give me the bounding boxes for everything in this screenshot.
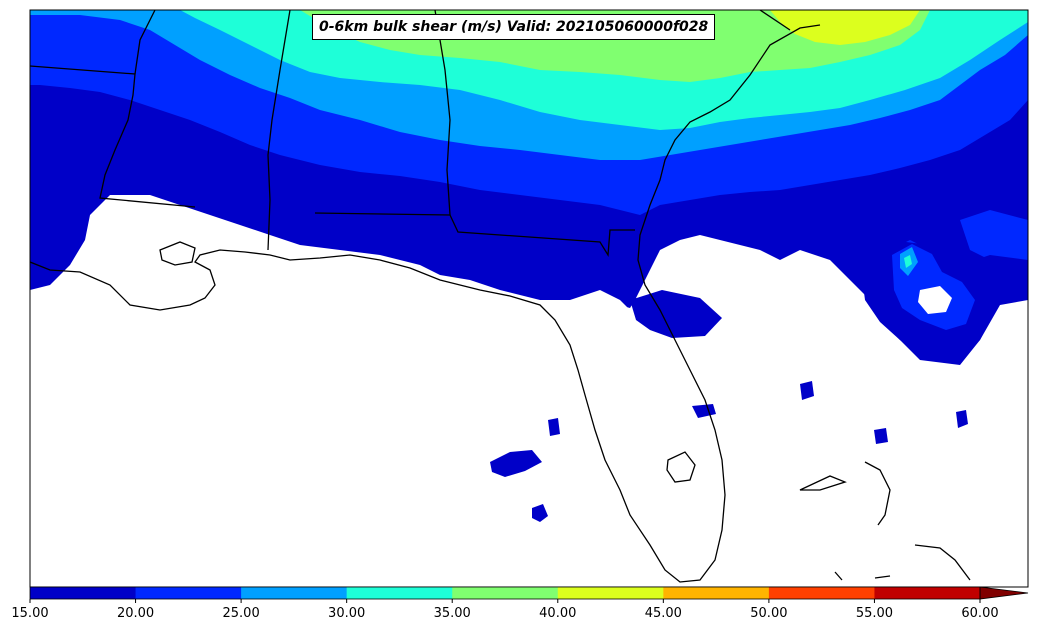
colorbar-tick-label: 50.00 xyxy=(750,606,788,621)
colorbar-tick-label: 25.00 xyxy=(222,606,260,621)
colorbar-tick-label: 55.00 xyxy=(855,606,894,621)
low-shear-hole xyxy=(918,286,952,314)
shear-patch-15-20 xyxy=(490,450,542,477)
coastline xyxy=(30,24,821,583)
shear-patch-15-20 xyxy=(800,381,814,400)
shear-patch-15-20 xyxy=(548,418,560,436)
colorbar-segment xyxy=(30,587,137,599)
colorbar xyxy=(29,586,1029,603)
state-boundary xyxy=(30,65,196,208)
boundaries xyxy=(30,10,971,583)
colorbar-tick-label: 30.00 xyxy=(328,606,366,621)
colorbar-segment xyxy=(874,587,981,599)
colorbar-outline xyxy=(29,586,981,600)
colorbar-tick-label: 45.00 xyxy=(644,606,682,621)
shear-patch-15-20 xyxy=(532,504,548,522)
shear-patch-30-35 xyxy=(904,255,912,268)
state-boundary xyxy=(134,10,156,75)
island xyxy=(874,575,891,579)
colorbar-segment xyxy=(663,587,770,599)
colorbar-segment xyxy=(557,587,664,599)
colorbar-tick-label: 35.00 xyxy=(433,606,471,621)
state-boundary xyxy=(314,212,635,258)
colorbar-tick-label: 40.00 xyxy=(539,606,577,621)
colorbar-segment xyxy=(452,587,559,599)
colorbar-tick-label: 60.00 xyxy=(961,606,999,621)
island xyxy=(799,475,847,491)
lake-okeechobee xyxy=(666,451,696,483)
colorbar-segment xyxy=(135,587,242,599)
colorbar-segment xyxy=(241,587,348,599)
shear-patch-15-20 xyxy=(956,410,968,428)
state-boundary xyxy=(434,10,451,216)
map-title: 0-6km bulk shear (m/s) Valid: 2021050600… xyxy=(312,14,716,40)
shear-band-40-45 xyxy=(770,10,920,45)
state-boundary xyxy=(267,10,291,251)
colorbar-segment xyxy=(346,587,453,599)
state-boundary xyxy=(759,10,791,31)
shear-patch-15-20 xyxy=(630,290,722,338)
island xyxy=(914,544,971,581)
colorbar-segment xyxy=(768,587,875,599)
lake-pontchartrain xyxy=(159,241,196,266)
low-shear-area xyxy=(30,238,1028,587)
island xyxy=(834,571,843,581)
shear-patch-15-20 xyxy=(874,428,888,444)
colorbar-tick-label: 20.00 xyxy=(116,606,155,621)
island xyxy=(864,461,891,526)
colorbar-extend-arrow xyxy=(979,586,1029,600)
shear-contours xyxy=(30,10,1028,587)
colorbar-tick-label: 15.00 xyxy=(11,606,49,621)
